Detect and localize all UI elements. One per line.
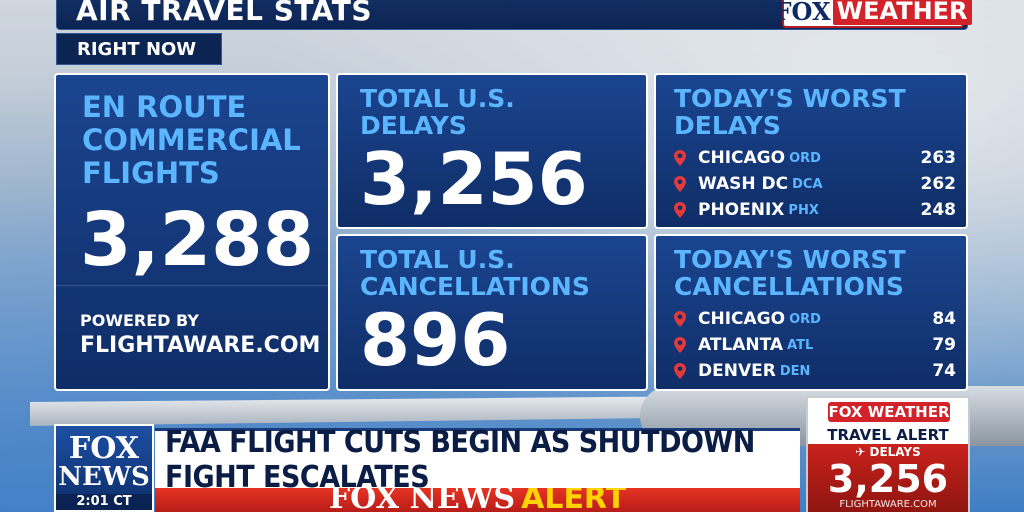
location-pin-icon (674, 363, 686, 379)
location-pin-icon (674, 202, 686, 218)
travel-alert-stat: ✈ DELAYS 3,256 FLIGHTAWARE.COM (808, 444, 968, 512)
travel-alert-card: FOX WEATHER TRAVEL ALERT ✈ DELAYS 3,256 … (806, 396, 970, 512)
total-cancellations-value: 896 (360, 298, 511, 382)
fox-weather-logo-weather: WEATHER (832, 0, 972, 25)
city-name: ATLANTA (698, 335, 784, 355)
plane-icon: ✈ (855, 445, 866, 459)
fox-weather-logo-fox: FOX (774, 0, 831, 26)
fox-weather-logo: FOX WEATHER (774, 0, 972, 28)
worst-delays-label: TODAY'S WORST DELAYS (674, 84, 906, 140)
list-item: CHICAGO ORD 263 (674, 145, 956, 171)
list-item: CHICAGO ORD 84 (674, 306, 956, 332)
cancellation-count: 74 (932, 361, 956, 381)
en-route-panel: EN ROUTE COMMERCIAL FLIGHTS 3,288 POWERE… (54, 73, 330, 391)
news-alert-bar: FOX NEWS ALERT (155, 488, 800, 512)
city-name: CHICAGO (698, 148, 786, 168)
city-name: PHOENIX (698, 200, 785, 220)
alert-brand: FOX NEWS (328, 488, 516, 512)
list-item: DENVER DEN 74 (674, 358, 956, 384)
broadcast-time: 2:01 CT (56, 494, 152, 510)
total-cancellations-panel: TOTAL U.S. CANCELLATIONS 896 (336, 234, 648, 391)
flightaware-source: FLIGHTAWARE.COM (80, 333, 321, 358)
en-route-label: EN ROUTE COMMERCIAL FLIGHTS (82, 90, 301, 190)
travel-alert-value: 3,256 (827, 457, 949, 501)
travel-alert-sub: ✈ DELAYS (808, 445, 968, 459)
city-name: WASH DC (698, 174, 789, 194)
worst-delays-list: CHICAGO ORD 263 WASH DC DCA 262 PHOENIX … (674, 145, 956, 223)
travel-alert-site: FLIGHTAWARE.COM (839, 499, 937, 510)
worst-delays-panel: TODAY'S WORST DELAYS CHICAGO ORD 263 WAS… (654, 73, 968, 229)
travel-card-logo: FOX WEATHER (828, 402, 950, 422)
delay-count: 263 (920, 148, 957, 168)
fox-news-logo: FOX NEWS 2:01 CT (54, 424, 154, 512)
airport-code: DEN (779, 363, 811, 379)
total-delays-panel: TOTAL U.S. DELAYS 3,256 (336, 73, 648, 229)
airport-code: ORD (789, 311, 821, 327)
city-name: DENVER (698, 361, 776, 381)
powered-by-label: POWERED BY (80, 311, 199, 330)
location-pin-icon (674, 337, 686, 353)
right-now-tab: RIGHT NOW (56, 33, 222, 65)
panel-divider (56, 285, 328, 286)
city-name: CHICAGO (698, 309, 786, 329)
location-pin-icon (674, 176, 686, 192)
worst-cancellations-panel: TODAY'S WORST CANCELLATIONS CHICAGO ORD … (654, 234, 968, 391)
airport-code: PHX (788, 202, 819, 218)
cancellation-count: 84 (932, 309, 956, 329)
page-title: AIR TRAVEL STATS (76, 0, 373, 27)
worst-cancellations-list: CHICAGO ORD 84 ATLANTA ATL 79 DENVER DEN… (674, 306, 956, 384)
total-delays-label: TOTAL U.S. DELAYS (360, 84, 515, 140)
list-item: WASH DC DCA 262 (674, 171, 956, 197)
en-route-value: 3,288 (80, 197, 315, 283)
airport-code: DCA (792, 176, 823, 192)
travel-alert-title: TRAVEL ALERT (827, 426, 949, 444)
fox-news-logo-line1: FOX (68, 431, 140, 466)
list-item: PHOENIX PHX 248 (674, 197, 956, 223)
location-pin-icon (674, 150, 686, 166)
airport-code: ORD (789, 150, 821, 166)
airport-code: ATL (787, 337, 814, 353)
alert-word: ALERT (521, 488, 627, 512)
delay-count: 262 (920, 174, 957, 194)
fox-news-logo-line2: NEWS (58, 462, 150, 492)
travel-alert-sub-label: DELAYS (869, 445, 921, 459)
delay-count: 248 (920, 200, 957, 220)
list-item: ATLANTA ATL 79 (674, 332, 956, 358)
total-delays-value: 3,256 (360, 137, 588, 221)
location-pin-icon (674, 311, 686, 327)
total-cancellations-label: TOTAL U.S. CANCELLATIONS (360, 245, 590, 301)
headline-banner: FAA FLIGHT CUTS BEGIN AS SHUTDOWN FIGHT … (155, 425, 800, 495)
worst-cancellations-label: TODAY'S WORST CANCELLATIONS (674, 245, 906, 301)
cancellation-count: 79 (932, 335, 956, 355)
